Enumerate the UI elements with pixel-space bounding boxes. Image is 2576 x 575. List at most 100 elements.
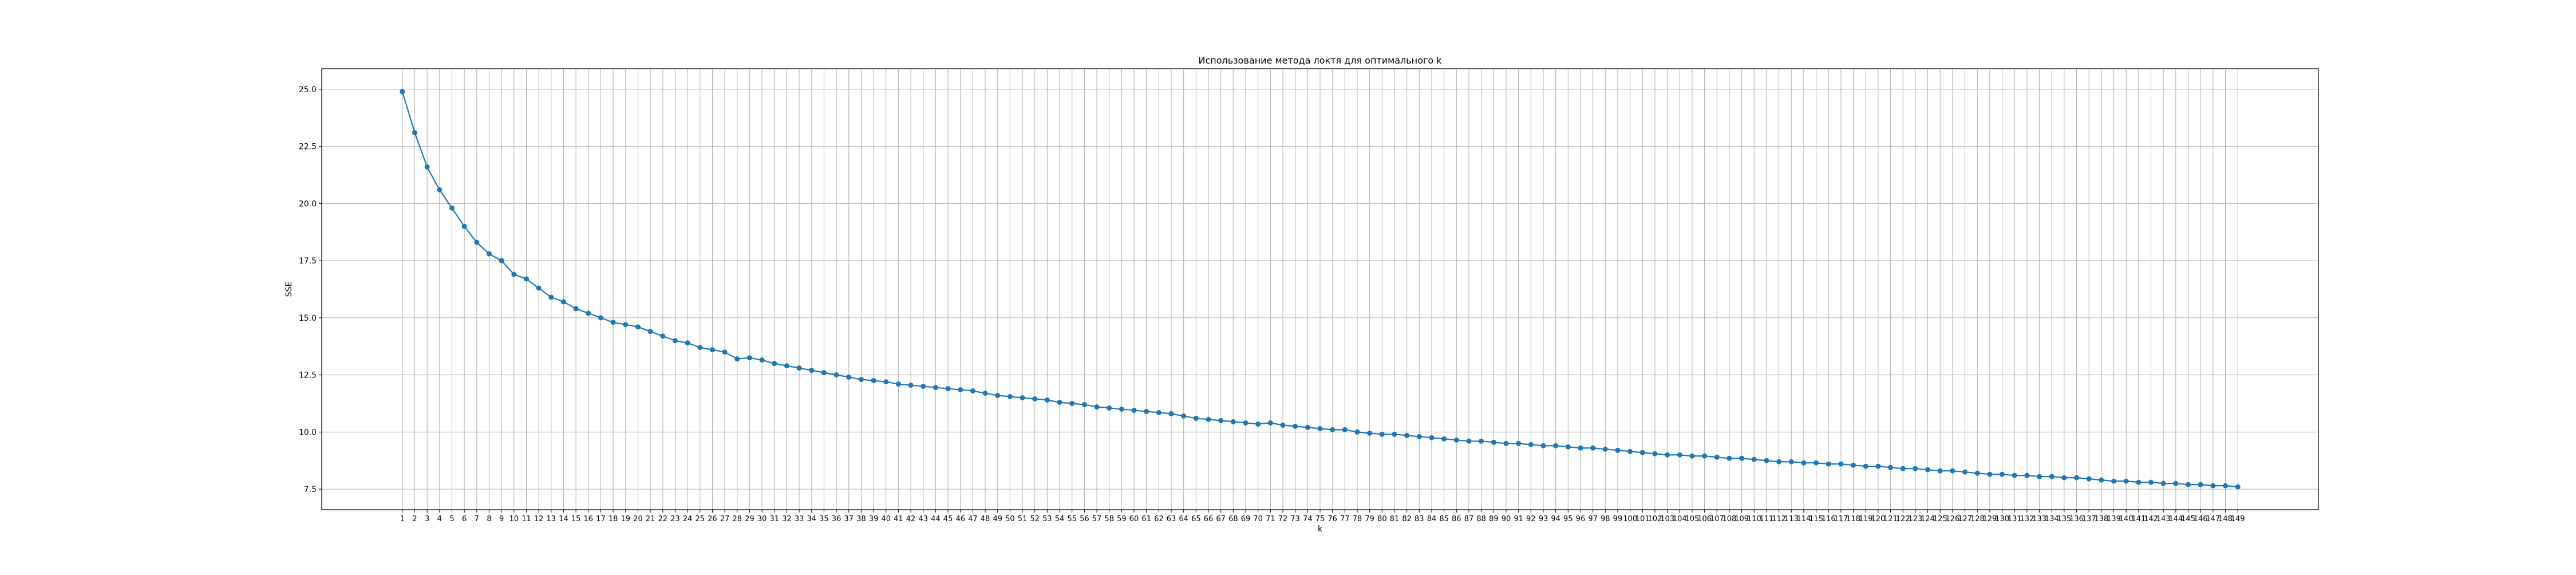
x-tick-label: 22: [658, 515, 668, 523]
data-point: [945, 386, 951, 392]
data-point: [1739, 455, 1745, 461]
x-tick-label: 84: [1427, 515, 1437, 523]
x-tick-label: 40: [881, 515, 891, 523]
y-tick-label: 25.0: [299, 85, 317, 94]
x-tick-label: 126: [1945, 515, 1959, 523]
data-point: [1044, 397, 1050, 403]
x-tick-label: 46: [955, 515, 965, 523]
x-tick-label: 77: [1340, 515, 1350, 523]
data-point: [685, 340, 690, 346]
data-point: [1528, 442, 1534, 447]
x-tick-label: 35: [819, 515, 829, 523]
data-point: [995, 393, 1001, 399]
x-tick-label: 55: [1067, 515, 1077, 523]
x-tick-label: 107: [1710, 515, 1724, 523]
data-point: [746, 355, 752, 361]
data-point: [400, 89, 405, 94]
data-point: [1081, 401, 1087, 407]
x-tick-label: 141: [2131, 515, 2146, 523]
data-point: [2210, 483, 2216, 489]
data-point: [772, 361, 777, 367]
x-tick-label: 3: [425, 515, 429, 523]
x-tick-label: 60: [1129, 515, 1139, 523]
data-point: [1255, 421, 1261, 427]
data-point: [635, 324, 641, 330]
x-tick-label: 80: [1377, 515, 1387, 523]
data-point: [412, 130, 417, 136]
x-tick-label: 7: [475, 515, 479, 523]
data-point: [598, 315, 603, 321]
x-tick-label: 36: [832, 515, 841, 523]
x-tick-label: 88: [1476, 515, 1486, 523]
x-tick-label: 59: [1117, 515, 1127, 523]
data-point: [1863, 463, 1868, 469]
x-tick-label: 119: [1859, 515, 1873, 523]
x-tick-label: 56: [1080, 515, 1089, 523]
data-point: [437, 187, 442, 192]
data-point: [2198, 482, 2203, 487]
data-point: [2061, 475, 2067, 481]
data-point: [1714, 454, 1720, 460]
x-tick-label: 122: [1896, 515, 1910, 523]
data-point: [958, 387, 963, 393]
x-tick-label: 67: [1216, 515, 1226, 523]
x-tick-label: 15: [571, 515, 581, 523]
data-point: [1218, 418, 1224, 423]
data-point: [759, 357, 765, 363]
x-tick-label: 146: [2194, 515, 2208, 523]
x-tick-label: 111: [1760, 515, 1774, 523]
data-point: [1491, 439, 1496, 445]
x-tick-label: 34: [807, 515, 816, 523]
x-tick-label: 54: [1055, 515, 1065, 523]
data-point: [1144, 408, 1149, 414]
data-point: [1801, 460, 1807, 466]
data-point: [1776, 459, 1782, 464]
data-point: [1069, 400, 1075, 406]
data-point: [1280, 422, 1286, 428]
data-point: [821, 370, 827, 376]
data-point: [1639, 450, 1645, 455]
data-point: [1168, 411, 1174, 416]
data-point: [1206, 416, 1211, 422]
x-tick-label: 125: [1933, 515, 1947, 523]
data-point: [2024, 472, 2030, 478]
data-point: [2000, 471, 2005, 477]
x-tick-label: 103: [1660, 515, 1674, 523]
data-point: [1875, 463, 1881, 469]
x-tick-label: 123: [1908, 515, 1922, 523]
data-point: [1007, 394, 1013, 400]
data-point: [1342, 427, 1348, 432]
x-tick-label: 19: [621, 515, 631, 523]
data-point: [1826, 461, 1831, 467]
x-tick-label: 5: [449, 515, 454, 523]
x-tick-label: 149: [2231, 515, 2245, 523]
data-point: [548, 294, 554, 300]
x-tick-label: 73: [1290, 515, 1300, 523]
data-point: [523, 276, 529, 282]
x-tick-label: 10: [509, 515, 519, 523]
data-point: [1937, 468, 1943, 474]
data-point: [2160, 481, 2166, 486]
x-tick-label: 38: [856, 515, 866, 523]
x-tick-label: 29: [745, 515, 754, 523]
data-point: [871, 378, 876, 384]
data-point: [1851, 462, 1856, 468]
x-tick-label: 39: [869, 515, 879, 523]
x-tick-label: 92: [1526, 515, 1536, 523]
data-point: [1814, 460, 1819, 466]
x-tick-label: 31: [769, 515, 779, 523]
data-point: [895, 381, 901, 387]
data-point: [1888, 464, 1894, 470]
data-point: [1689, 453, 1695, 459]
data-point: [2223, 483, 2229, 489]
x-tick-label: 139: [2107, 515, 2121, 523]
x-tick-label: 83: [1415, 515, 1424, 523]
data-point: [1615, 447, 1621, 453]
y-axis-label: SSE: [285, 282, 294, 297]
data-point: [1479, 438, 1484, 444]
x-tick-label: 78: [1353, 515, 1362, 523]
x-tick-label: 18: [609, 515, 618, 523]
data-point: [2111, 478, 2117, 484]
x-tick-label: 101: [1635, 515, 1650, 523]
data-point: [486, 251, 492, 257]
